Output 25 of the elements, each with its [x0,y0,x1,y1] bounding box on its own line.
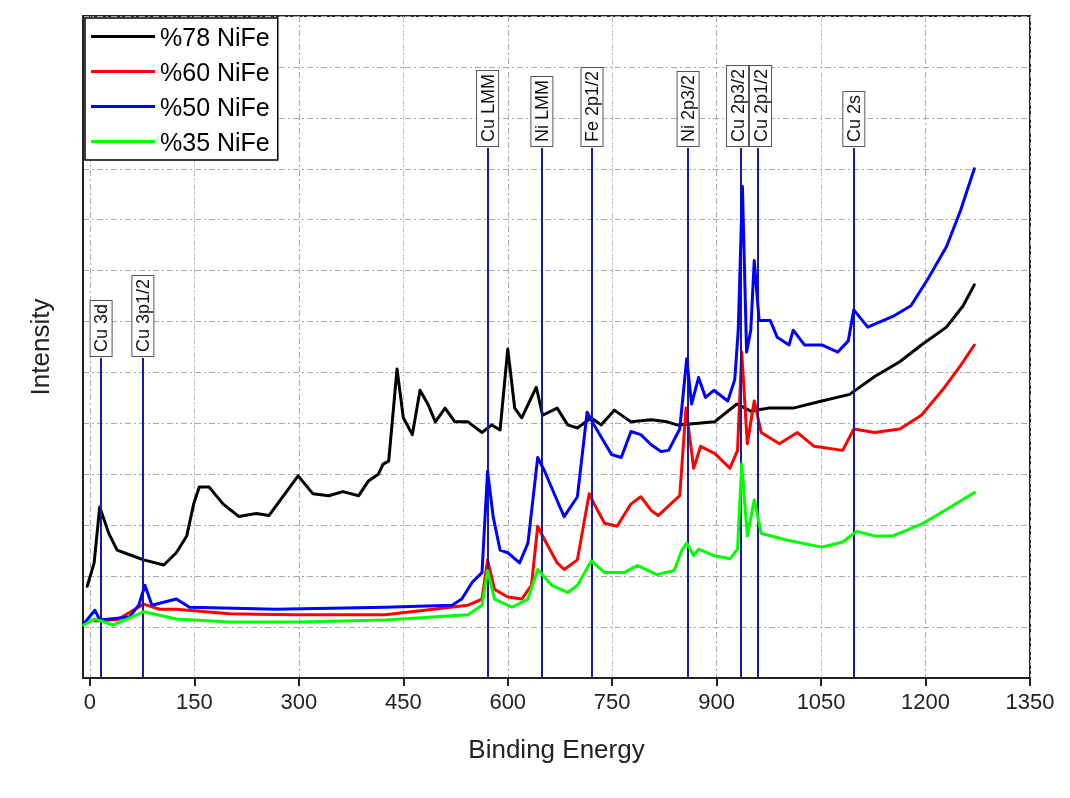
ref-line-label: Cu LMM [477,73,498,142]
x-tick-label: 0 [83,688,97,714]
ref-line-label: Cu 3d [91,303,112,352]
ref-line-label: Ni LMM [531,80,552,142]
x-tick-label: 900 [698,688,736,714]
x-axis-title: Binding Energy [468,734,645,764]
x-tick-label: 300 [280,688,318,714]
x-tick-label: 450 [384,688,422,714]
legend-label: %78 NiFe [160,22,270,51]
x-tick-label: 1200 [901,688,951,714]
ref-line-label: Cu 2p1/2 [750,68,771,142]
ref-line-label: Cu 3p1/2 [132,278,153,352]
legend-label: %35 NiFe [160,127,270,156]
y-axis-title: Intensity [25,298,55,396]
ref-line-label: Cu 2p3/2 [727,68,748,142]
ref-line-label: Fe 2p1/2 [582,70,603,142]
ref-line-label: Ni 2p3/2 [678,74,699,142]
x-tick-label: 1050 [796,688,846,714]
legend-label: %60 NiFe [160,57,270,86]
x-tick-label: 1350 [1005,688,1055,714]
x-tick-label: 600 [489,688,527,714]
ref-line-label: Cu 2s [843,94,864,142]
x-tick-label: 750 [593,688,631,714]
x-tick-label: 150 [176,688,213,714]
legend-label: %50 NiFe [160,92,270,121]
